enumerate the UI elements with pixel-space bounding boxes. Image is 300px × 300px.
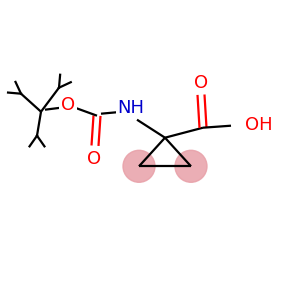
Text: O: O [87, 150, 101, 168]
Circle shape [123, 150, 155, 182]
Text: O: O [194, 74, 208, 92]
Text: OH: OH [245, 116, 273, 134]
Text: O: O [61, 96, 75, 114]
Text: NH: NH [118, 99, 145, 117]
Circle shape [175, 150, 207, 182]
